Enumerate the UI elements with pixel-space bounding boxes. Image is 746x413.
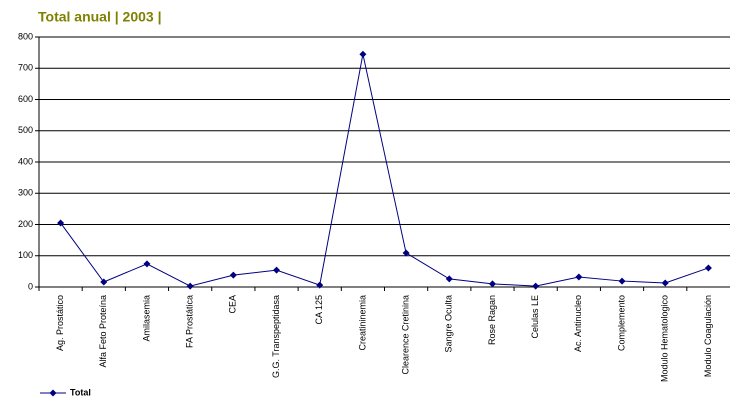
- x-tick-label: Ag. Prostático: [55, 295, 65, 351]
- data-point: [488, 280, 496, 288]
- x-tick-label: Clearence Cretinina: [400, 295, 410, 375]
- data-point: [618, 277, 626, 285]
- data-point: [445, 275, 453, 283]
- x-tick-label: Alfa Feto Proteína: [98, 295, 108, 368]
- data-point: [575, 273, 583, 281]
- x-tick-label: CA 125: [314, 295, 324, 325]
- x-tick-label: Modulo Coagulación: [703, 295, 713, 377]
- y-tick-label: 700: [18, 63, 33, 73]
- x-tick-label: Rose Ragan: [487, 295, 497, 345]
- x-tick-label: FA Prostática: [185, 295, 195, 348]
- x-tick-label: Modulo Hematologico: [660, 295, 670, 382]
- series-line: [60, 54, 709, 287]
- x-tick-label: Celulas LE: [530, 295, 540, 339]
- y-tick-label: 200: [18, 219, 33, 229]
- data-point: [661, 279, 669, 287]
- data-point: [229, 271, 237, 279]
- legend-label: Total: [70, 387, 91, 397]
- y-tick-label: 800: [18, 31, 33, 41]
- data-point: [359, 50, 367, 58]
- x-tick-label: Sangre Oculta: [444, 295, 454, 353]
- y-tick-label: 300: [18, 188, 33, 198]
- data-point: [143, 260, 151, 268]
- y-tick-label: 100: [18, 250, 33, 260]
- data-point: [532, 282, 540, 290]
- x-tick-label: CEA: [228, 295, 238, 314]
- data-point: [316, 281, 324, 289]
- x-tick-label: Complemento: [616, 295, 626, 351]
- y-tick-label: 0: [28, 281, 33, 291]
- data-point: [100, 278, 108, 286]
- data-point: [402, 249, 410, 257]
- y-tick-label: 500: [18, 125, 33, 135]
- y-tick-label: 600: [18, 94, 33, 104]
- x-tick-label: Amilasemia: [141, 295, 151, 342]
- data-point: [186, 282, 194, 290]
- data-point: [704, 264, 712, 272]
- x-tick-label: G.G. Transpeptidasa: [271, 295, 281, 378]
- x-tick-label: Creatininemia: [357, 295, 367, 351]
- chart-title: Total anual | 2003 |: [38, 9, 162, 25]
- legend-marker: [49, 389, 57, 397]
- y-tick-label: 400: [18, 156, 33, 166]
- data-point: [57, 219, 65, 227]
- x-tick-label: Ac. Antinucleo: [573, 295, 583, 352]
- data-point: [273, 266, 281, 274]
